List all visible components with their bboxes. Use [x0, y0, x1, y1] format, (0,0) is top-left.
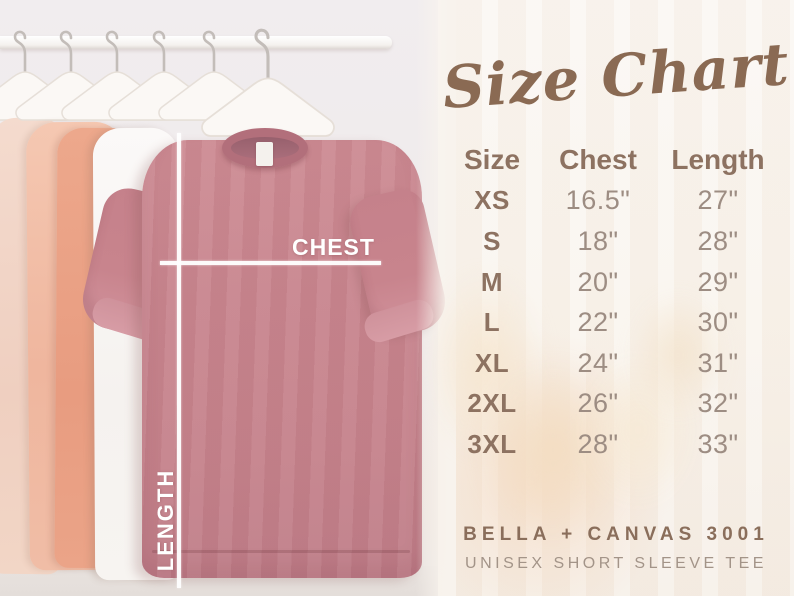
length-cell: 31"	[697, 347, 739, 378]
size-table: Size Chest Length XS 16.5" 27" S 18" 28"…	[444, 140, 780, 465]
length-cell: 32"	[697, 388, 739, 419]
clothing-rack-rail	[0, 36, 392, 49]
length-cell: 33"	[697, 428, 739, 459]
product-photo: CHEST LENGTH	[0, 0, 451, 596]
main-shirt-neck-label	[256, 142, 273, 166]
product-name: BELLA + CANVAS 3001	[463, 524, 769, 545]
chest-cell: 28"	[577, 428, 619, 459]
chest-cell: 20"	[577, 266, 619, 297]
size-cell: 3XL	[467, 428, 517, 459]
size-cell: 2XL	[467, 388, 517, 419]
main-shirt-hem-stitch	[152, 550, 410, 553]
main-shirt-mauve	[77, 126, 451, 592]
length-cell: 29"	[697, 266, 739, 297]
length-label: LENGTH	[153, 468, 178, 572]
chest-cell: 18"	[577, 225, 619, 256]
size-cell: L	[483, 307, 501, 338]
chest-cell: 22"	[577, 307, 619, 338]
chest-measurement-line	[160, 261, 381, 265]
chest-label: CHEST	[292, 234, 375, 260]
size-chart-panel: Size Chart Size Chest Length XS 16.5" 27…	[408, 0, 794, 596]
pampas-grass	[628, 290, 728, 420]
product-subtitle: UNISEX SHORT SLEEVE TEE	[465, 555, 767, 572]
length-cell: 28"	[697, 225, 739, 256]
size-cell: S	[483, 225, 501, 256]
length-cell: 30"	[697, 307, 739, 338]
chest-cell: 26"	[577, 388, 619, 419]
product-footer: BELLA + CANVAS 3001 UNISEX SHORT SLEEVE …	[438, 524, 794, 573]
column-header-size: Size	[463, 144, 521, 176]
size-cell: XS	[474, 185, 510, 216]
chest-cell: 16.5"	[565, 185, 631, 216]
chest-cell: 24"	[577, 347, 619, 378]
size-cell: XL	[474, 347, 510, 378]
column-header-length: Length	[671, 144, 765, 176]
size-cell: M	[480, 266, 504, 297]
length-cell: 27"	[697, 185, 739, 216]
column-header-chest: Chest	[559, 144, 637, 176]
length-measurement-line	[177, 133, 181, 588]
